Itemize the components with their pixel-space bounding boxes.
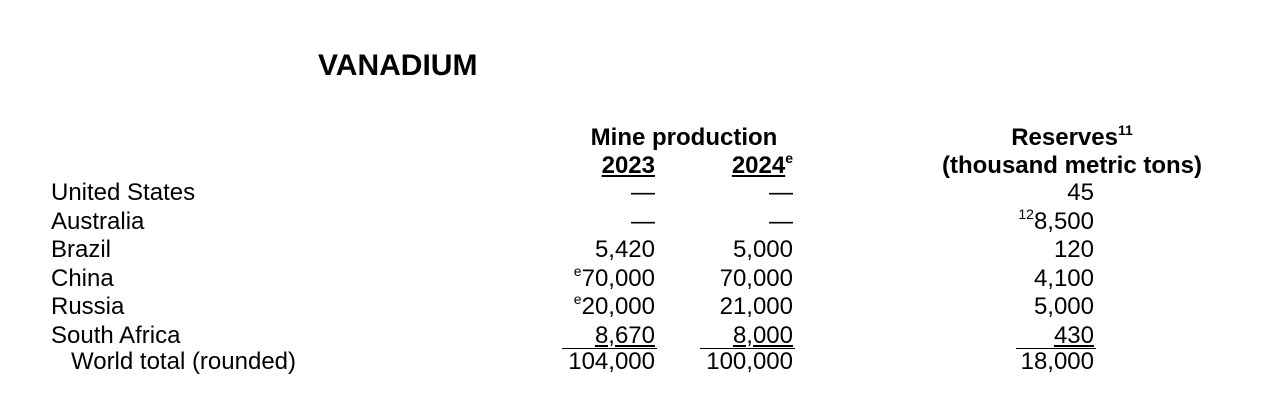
reserves-footnote: 11 [1117,122,1133,138]
production-2024-value: — [769,179,793,206]
table-row: Australia — — 128,500 [0,205,1280,236]
total-row: World total (rounded) 104,000 100,000 18… [0,348,1280,376]
country-name: South Africa [51,321,181,349]
production-2023: 5,420 [595,236,655,264]
total-rule-2023 [562,348,657,349]
page-title: VANADIUM [318,49,478,82]
production-2024: — [769,179,793,207]
estimate-superscript: e [785,150,793,166]
production-2024-value: 70,000 [719,264,793,292]
production-2023-value: 8,670 [594,321,655,349]
production-2024: 5,000 [733,236,793,264]
country-name: Brazil [51,236,112,263]
footnote-superscript: e [573,262,582,279]
production-2024-value: 21,000 [719,293,793,320]
year-2023-header: 2023 [602,152,655,180]
reserves-value: 430 [1054,322,1094,350]
reserves-value: 5,000 [1034,293,1094,321]
country-name: China [51,264,114,292]
production-2024-value: 5,000 [732,236,793,263]
table-row: Brazil 5,420 5,000 120 [0,236,1280,264]
production-2023-value: — [631,207,655,235]
total-rule-2024 [700,348,795,349]
production-2023-value: 20,000 [581,293,655,320]
total-2024: 100,000 [706,348,793,375]
production-2024-value: 8,000 [732,321,793,349]
production-2024: 70,000 [720,265,793,293]
reserves-unit-label: (thousand metric tons) [941,152,1202,179]
year-2023-label: 2023 [601,152,655,179]
production-2023: e20,000 [573,291,655,321]
reserves-value: 128,500 [1018,205,1094,236]
production-2023: — [631,208,655,236]
production-2023: e70,000 [573,262,655,293]
table-row: South Africa 8,670 8,000 430 [0,322,1280,350]
reserves-value: 45 [1067,179,1094,207]
country-name: Australia [51,207,145,235]
table-row: United States — — 45 [0,179,1280,207]
production-2024: 21,000 [720,293,793,321]
reserves-value-value: 5,000 [1033,293,1094,320]
reserves-header: Reserves11 [922,122,1222,152]
production-2024-value: — [769,207,793,235]
reserves-value: 120 [1054,236,1094,264]
reserves-label: Reserves [1011,124,1118,151]
footnote-superscript: 12 [1018,205,1034,222]
reserves-value: 4,100 [1034,265,1094,293]
reserves-unit-header: (thousand metric tons) [922,152,1222,180]
mine-production-header: Mine production [564,124,804,152]
production-2023-value: 70,000 [581,264,655,292]
country-name: United States [51,179,196,206]
total-label: World total (rounded) [71,348,296,375]
total-2023: 104,000 [568,348,655,375]
production-2023: — [631,179,655,207]
production-2023-value: 5,420 [594,236,655,263]
reserves-value-value: 430 [1053,321,1094,349]
reserves-value-value: 120 [1053,236,1094,263]
production-2023-value: — [631,179,655,206]
country-name: Russia [51,293,125,320]
production-2024: — [769,208,793,236]
total-reserves: 18,000 [1020,348,1094,375]
table-row: China e70,000 70,000 4,100 [0,262,1280,293]
year-2024-label: 2024 [731,152,786,179]
reserves-value-value: 8,500 [1033,207,1094,235]
table-row: Russia e20,000 21,000 5,000 [0,291,1280,321]
reserves-value-value: 45 [1067,179,1094,206]
reserves-value-value: 4,100 [1033,264,1094,292]
footnote-superscript: e [573,291,582,307]
year-2024-header: 2024e [731,150,793,180]
mine-production-label: Mine production [590,124,778,151]
total-rule-reserves [1016,348,1096,349]
production-2023: 8,670 [595,322,655,350]
production-2024: 8,000 [733,322,793,350]
